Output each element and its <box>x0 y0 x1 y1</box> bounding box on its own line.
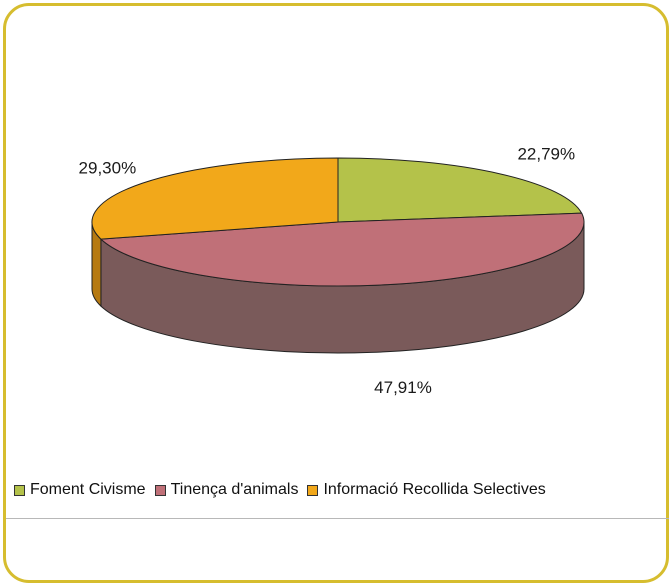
data-label-informacio-recollida: 29,30% <box>79 158 137 177</box>
legend-item-tinenca-animals: Tinença d'animals <box>154 481 299 499</box>
pie-slice-tinenca-animals <box>99 212 585 287</box>
pie-slice-informacio-recollida <box>91 157 339 240</box>
legend-label-foment-civisme: Foment Civisme <box>30 481 146 498</box>
pie-slice-foment-civisme <box>337 157 583 223</box>
legend-item-informacio-recollida: Informació Recollida Selectives <box>307 481 546 499</box>
legend-label-informacio-recollida: Informació Recollida Selectives <box>323 481 546 498</box>
legend-swatch-foment-civisme <box>14 484 25 496</box>
plot-area-bottom-border <box>6 518 669 519</box>
pie-chart: 22,79% 47,91% 29,30% <box>79 145 585 397</box>
legend-swatch-tinenca-animals <box>154 484 166 496</box>
data-label-tinenca-animals: 47,91% <box>374 378 432 397</box>
legend-item-foment-civisme: Foment Civisme <box>14 481 146 499</box>
chart-legend: Foment Civisme Tinença d'animals Informa… <box>14 481 555 499</box>
legend-swatch-informacio-recollida <box>307 484 319 496</box>
legend-label-tinenca-animals: Tinença d'animals <box>170 481 299 498</box>
data-label-foment-civisme: 22,79% <box>517 145 575 164</box>
